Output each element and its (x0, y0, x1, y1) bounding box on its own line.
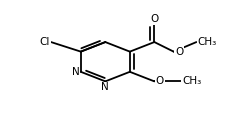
Text: Cl: Cl (40, 37, 50, 47)
Text: CH₃: CH₃ (181, 76, 200, 86)
Text: CH₃: CH₃ (197, 37, 216, 47)
Text: O: O (174, 47, 182, 57)
Text: O: O (150, 14, 158, 24)
Text: O: O (155, 76, 163, 86)
Text: N: N (71, 67, 79, 77)
Text: N: N (101, 82, 109, 92)
